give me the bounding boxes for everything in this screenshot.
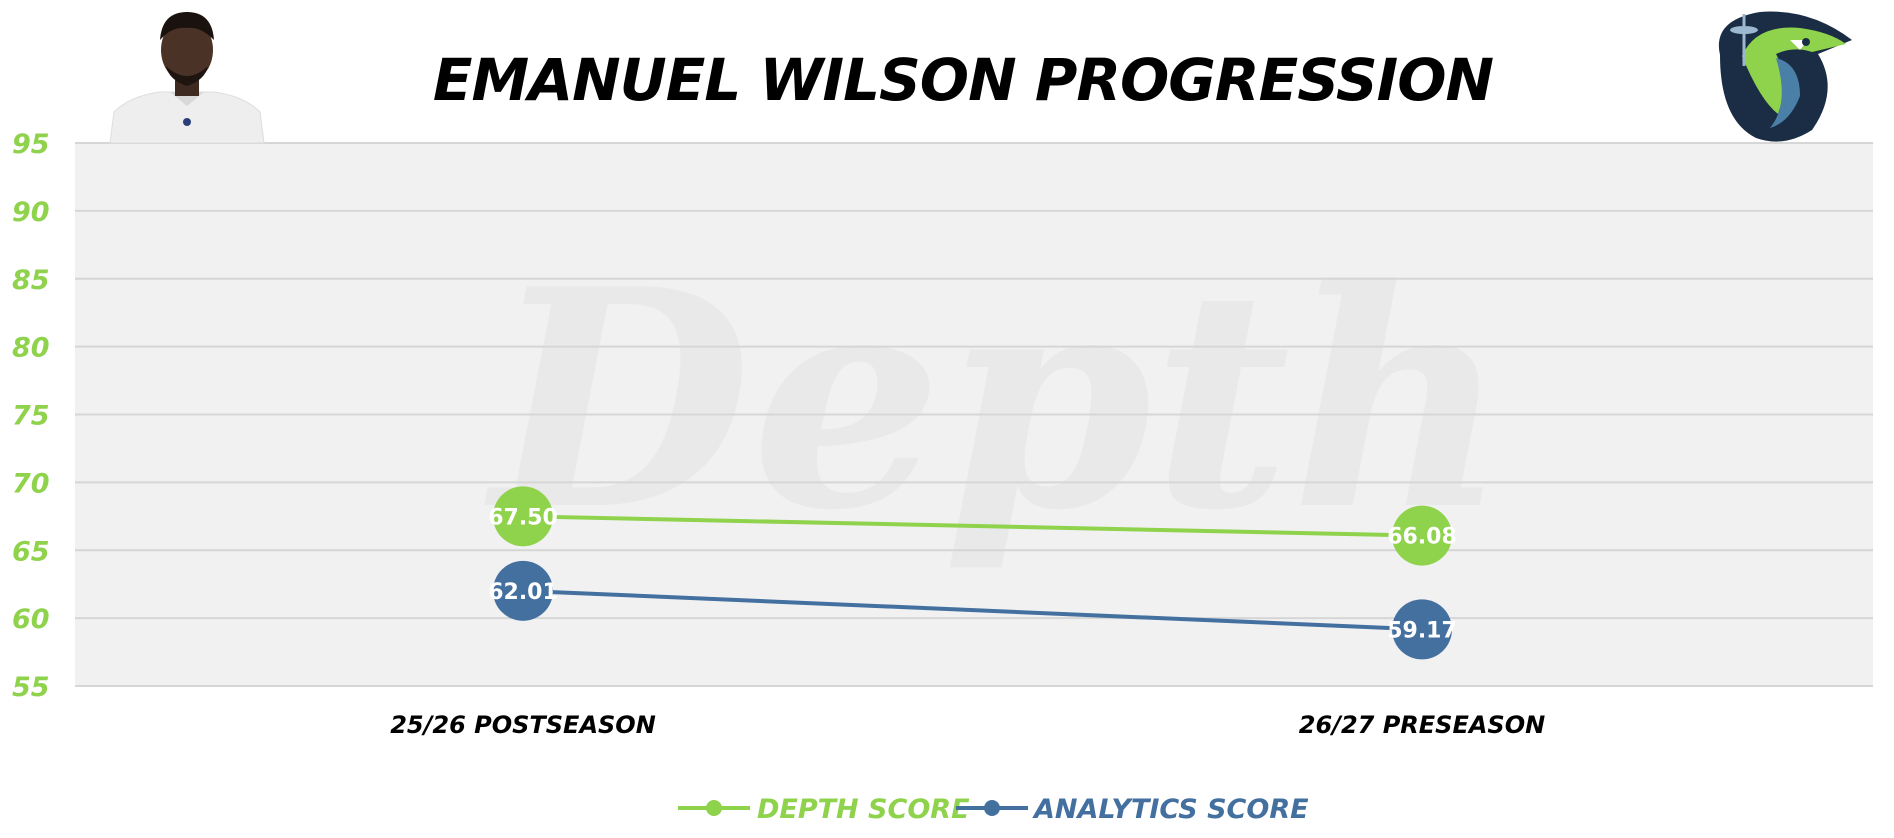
data-label: 62.01 [488, 580, 558, 605]
watermark-text: Depth [482, 223, 1509, 576]
series-layer: 67.50 66.08 62.01 59.17 [488, 486, 1457, 660]
legend-analytics-marker [984, 800, 1000, 816]
legend-depth-label: DEPTH SCORE [757, 794, 970, 825]
y-tick-label: 65 [12, 536, 50, 567]
y-tick-label: 70 [12, 468, 50, 499]
series-line [522, 514, 1423, 538]
x-tick-label: 25/26 POSTSEASON [390, 711, 656, 739]
data-point[interactable] [493, 560, 553, 621]
data-point[interactable] [493, 486, 553, 547]
y-tick-label: 85 [12, 265, 50, 296]
legend-item-depth-score[interactable]: DEPTH SCORE [678, 794, 970, 825]
legend-item-analytics-score[interactable]: ANALYTICS SCORE [956, 794, 1309, 825]
data-label: 59.17 [1387, 618, 1457, 643]
series-analytics-score: 62.01 59.17 [488, 560, 1457, 660]
x-axis-ticks: 25/26 POSTSEASON 26/27 PRESEASON [390, 711, 1545, 739]
grid-layer [75, 142, 1873, 687]
y-tick-label: 80 [12, 333, 50, 364]
data-point[interactable] [1392, 599, 1452, 660]
data-label: 66.08 [1387, 525, 1457, 550]
data-label: 67.50 [488, 505, 558, 530]
legend-depth-marker [706, 800, 722, 816]
series-depth-score: 67.50 66.08 [488, 486, 1457, 566]
depth-watermark: Depth [482, 223, 1509, 576]
y-tick-label: 75 [12, 401, 50, 432]
player-photo [109, 12, 265, 144]
y-tick-label: 55 [12, 672, 50, 703]
series-line [522, 588, 1423, 632]
y-tick-label: 60 [12, 604, 50, 635]
chart-title: EMANUEL WILSON PROGRESSION [433, 46, 1494, 114]
y-tick-label: 90 [12, 197, 50, 228]
y-axis-ticks: 55 60 65 70 75 80 85 90 95 [12, 129, 50, 703]
y-tick-label: 95 [12, 129, 50, 160]
x-tick-label: 26/27 PRESEASON [1299, 711, 1545, 739]
legend-analytics-label: ANALYTICS SCORE [1032, 794, 1309, 825]
team-logo [1718, 11, 1852, 142]
legend: DEPTH SCORE ANALYTICS SCORE [678, 794, 1309, 825]
data-point[interactable] [1392, 505, 1452, 566]
